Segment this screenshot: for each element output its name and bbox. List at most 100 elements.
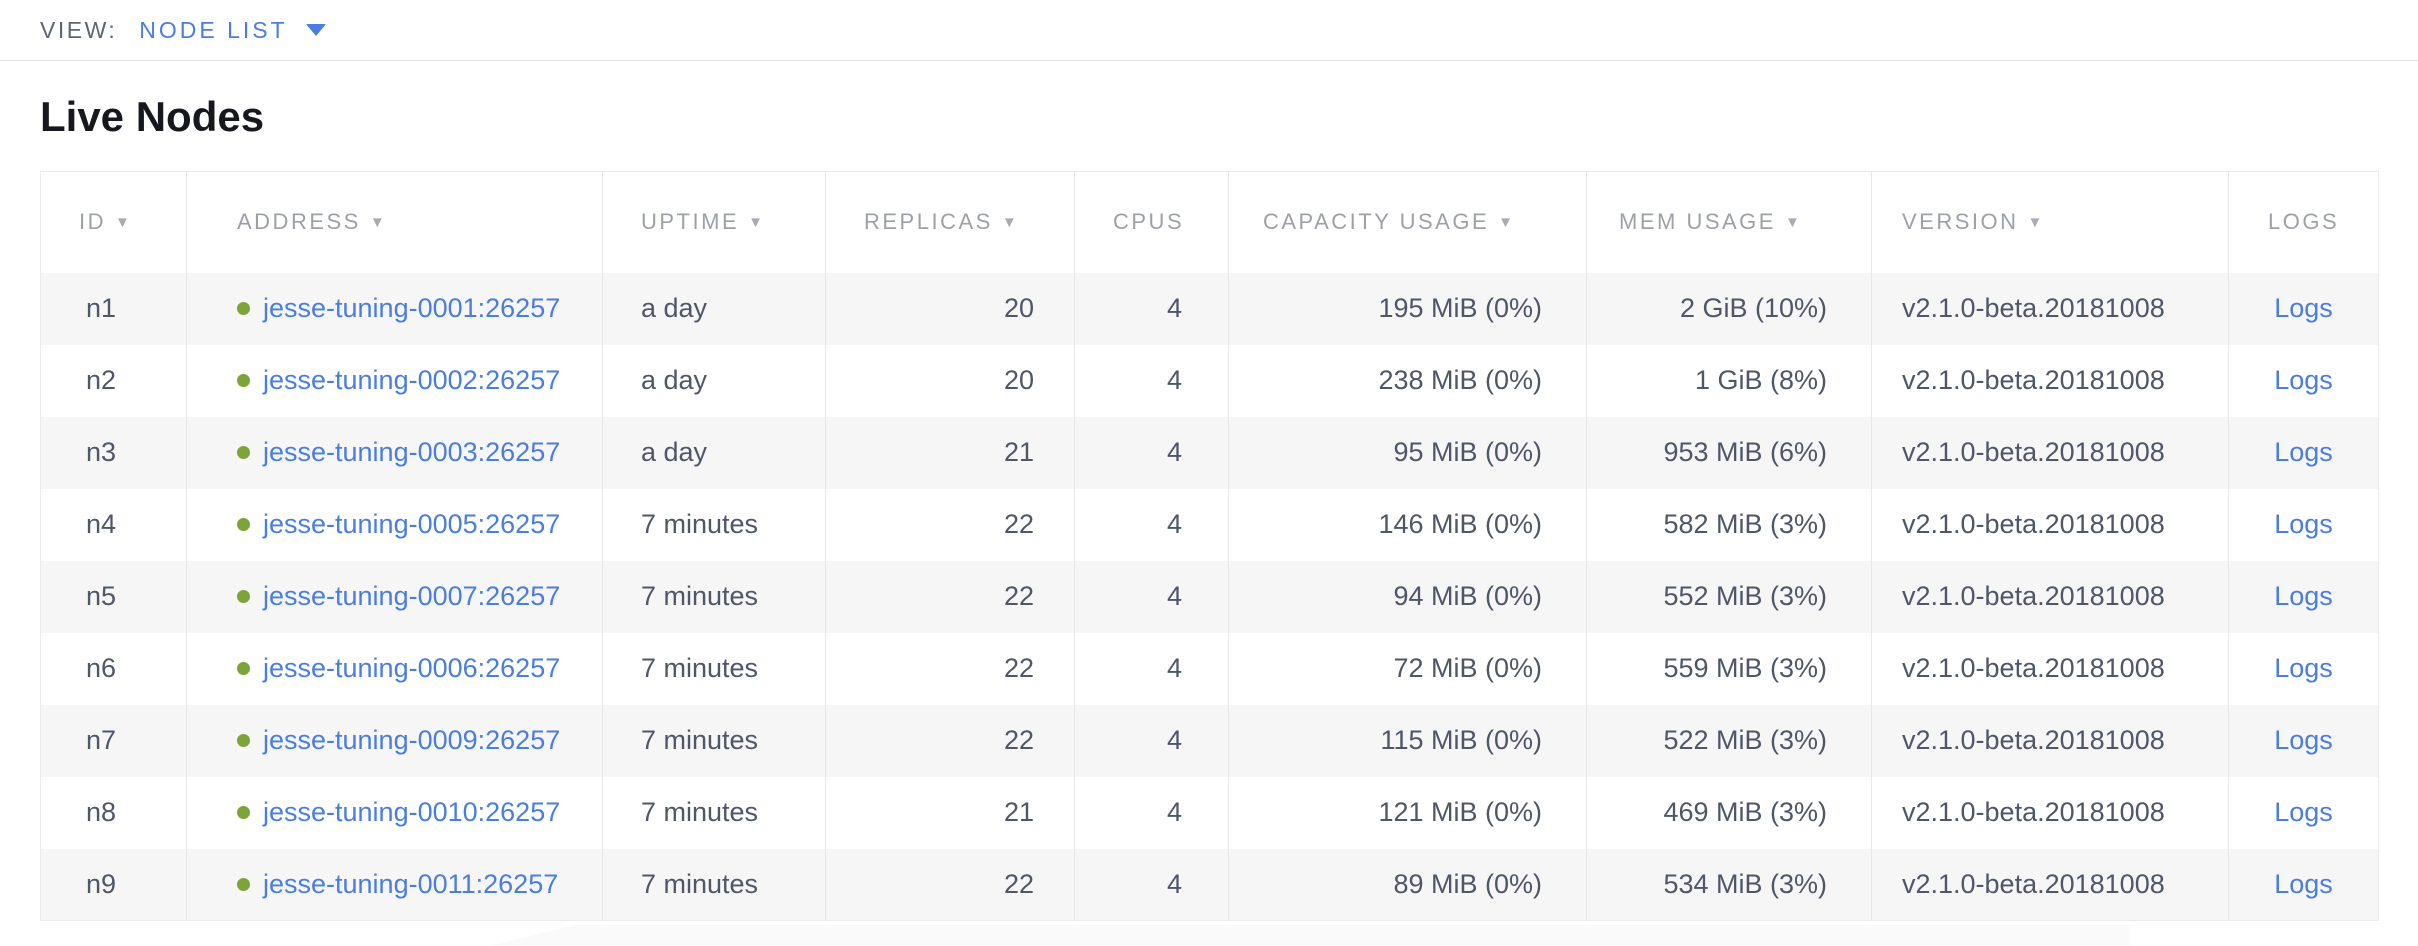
node-cpus-cell: 4 [1074,632,1229,705]
node-version-cell: v2.1.0-beta.20181008 [1871,776,2229,849]
node-version-cell: v2.1.0-beta.20181008 [1871,560,2229,633]
node-capacity-cell: 89 MiB (0%) [1228,848,1587,921]
node-address-link[interactable]: jesse-tuning-0001:26257 [263,293,561,323]
column-header-id[interactable]: ID ▼ [40,171,187,273]
node-logs-link[interactable]: Logs [2274,653,2333,683]
node-logs-link[interactable]: Logs [2274,797,2333,827]
node-mem-cell: 953 MiB (6%) [1586,416,1872,489]
node-id-cell: n4 [40,488,187,561]
sort-desc-icon: ▼ [748,214,766,232]
node-replicas-cell: 20 [825,344,1075,417]
node-uptime-cell: 7 minutes [602,848,826,921]
node-uptime-cell: 7 minutes [602,560,826,633]
node-address-link[interactable]: jesse-tuning-0011:26257 [263,868,559,899]
column-header-version[interactable]: VERSION ▼ [1871,171,2229,273]
node-replicas-cell: 22 [825,848,1075,921]
node-address-cell: jesse-tuning-0011:26257 [186,848,603,921]
column-header-mem-usage[interactable]: MEM USAGE ▼ [1586,171,1872,273]
chevron-down-icon [305,24,326,36]
node-mem-cell: 559 MiB (3%) [1586,632,1872,705]
node-version-cell: v2.1.0-beta.20181008 [1871,488,2229,561]
column-header-label: VERSION [1902,209,2019,235]
node-id-cell: n3 [40,416,187,489]
node-mem-cell: 534 MiB (3%) [1586,848,1872,921]
node-live-status-icon [237,590,250,603]
node-live-status-icon [237,662,250,675]
column-header-label: ADDRESS [237,209,361,235]
view-selector-dropdown[interactable]: NODE LIST [139,17,326,44]
node-uptime-cell: 7 minutes [602,632,826,705]
node-replicas-cell: 22 [825,704,1075,777]
table-row: n7 jesse-tuning-0009:26257 7 minutes 22 … [40,704,2379,777]
node-capacity-cell: 94 MiB (0%) [1228,560,1587,633]
node-uptime-cell: 7 minutes [602,488,826,561]
node-address-link[interactable]: jesse-tuning-0010:26257 [263,797,561,827]
node-logs-cell: Logs [2228,632,2379,705]
column-header-label: REPLICAS [864,209,993,235]
node-uptime-cell: a day [602,272,826,345]
column-header-uptime[interactable]: UPTIME ▼ [602,171,826,273]
node-live-status-icon [237,877,250,891]
table-row: n1 jesse-tuning-0001:26257 a day 20 4 19… [40,272,2379,345]
node-id-cell: n7 [40,704,187,777]
node-capacity-cell: 121 MiB (0%) [1228,776,1587,849]
node-mem-cell: 1 GiB (8%) [1586,344,1872,417]
sort-desc-icon: ▼ [1001,214,1020,232]
node-replicas-cell: 22 [825,632,1075,705]
table-row: n3 jesse-tuning-0003:26257 a day 21 4 95… [40,416,2379,489]
node-address-link[interactable]: jesse-tuning-0005:26257 [263,509,561,539]
node-id-cell: n1 [40,272,187,345]
node-live-status-icon [237,806,250,819]
column-header-label: MEM USAGE [1619,209,1776,235]
table-row: n9 jesse-tuning-0011:26257 7 minutes 22 … [40,848,2379,921]
column-header-label: CPUS [1113,209,1185,235]
view-bar: VIEW: NODE LIST [0,0,2418,61]
node-version-cell: v2.1.0-beta.20181008 [1871,848,2229,921]
node-logs-cell: Logs [2228,416,2379,489]
node-version-cell: v2.1.0-beta.20181008 [1871,632,2229,705]
column-header-address[interactable]: ADDRESS ▼ [186,171,603,273]
node-capacity-cell: 238 MiB (0%) [1228,344,1587,417]
column-header-capacity-usage[interactable]: CAPACITY USAGE ▼ [1228,171,1587,273]
next-section-edge [490,925,2130,946]
sort-desc-icon: ▼ [2027,214,2045,232]
node-logs-cell: Logs [2228,560,2379,633]
node-replicas-cell: 20 [825,272,1075,345]
node-cpus-cell: 4 [1074,272,1229,345]
node-cpus-cell: 4 [1074,776,1229,849]
node-address-cell: jesse-tuning-0001:26257 [186,272,603,345]
node-address-cell: jesse-tuning-0010:26257 [186,776,603,849]
node-address-cell: jesse-tuning-0005:26257 [186,488,603,561]
column-header-logs: LOGS [2228,171,2379,273]
node-address-link[interactable]: jesse-tuning-0006:26257 [263,653,561,683]
node-address-link[interactable]: jesse-tuning-0009:26257 [263,725,561,755]
column-header-replicas[interactable]: REPLICAS ▼ [825,171,1075,273]
node-logs-link[interactable]: Logs [2274,725,2333,755]
node-capacity-cell: 95 MiB (0%) [1228,416,1587,489]
node-capacity-cell: 146 MiB (0%) [1228,488,1587,561]
node-address-link[interactable]: jesse-tuning-0003:26257 [263,437,561,467]
node-capacity-cell: 195 MiB (0%) [1228,272,1587,345]
node-mem-cell: 552 MiB (3%) [1586,560,1872,633]
column-header-label: UPTIME [641,209,740,235]
column-header-label: LOGS [2268,209,2340,235]
node-replicas-cell: 22 [825,488,1075,561]
node-logs-link[interactable]: Logs [2274,868,2333,899]
node-logs-link[interactable]: Logs [2274,581,2333,611]
node-live-status-icon [237,302,250,315]
node-logs-link[interactable]: Logs [2274,509,2333,539]
node-capacity-cell: 115 MiB (0%) [1228,704,1587,777]
node-replicas-cell: 22 [825,560,1075,633]
node-logs-link[interactable]: Logs [2274,437,2333,467]
node-live-status-icon [237,734,250,747]
column-header-label: CAPACITY USAGE [1263,209,1490,235]
node-cpus-cell: 4 [1074,488,1229,561]
node-logs-link[interactable]: Logs [2274,365,2333,395]
node-uptime-cell: 7 minutes [602,704,826,777]
page-title: Live Nodes [40,93,265,140]
node-address-link[interactable]: jesse-tuning-0007:26257 [263,581,561,611]
node-logs-link[interactable]: Logs [2274,293,2333,323]
node-replicas-cell: 21 [825,416,1075,489]
node-address-cell: jesse-tuning-0006:26257 [186,632,603,705]
node-address-link[interactable]: jesse-tuning-0002:26257 [263,365,561,395]
